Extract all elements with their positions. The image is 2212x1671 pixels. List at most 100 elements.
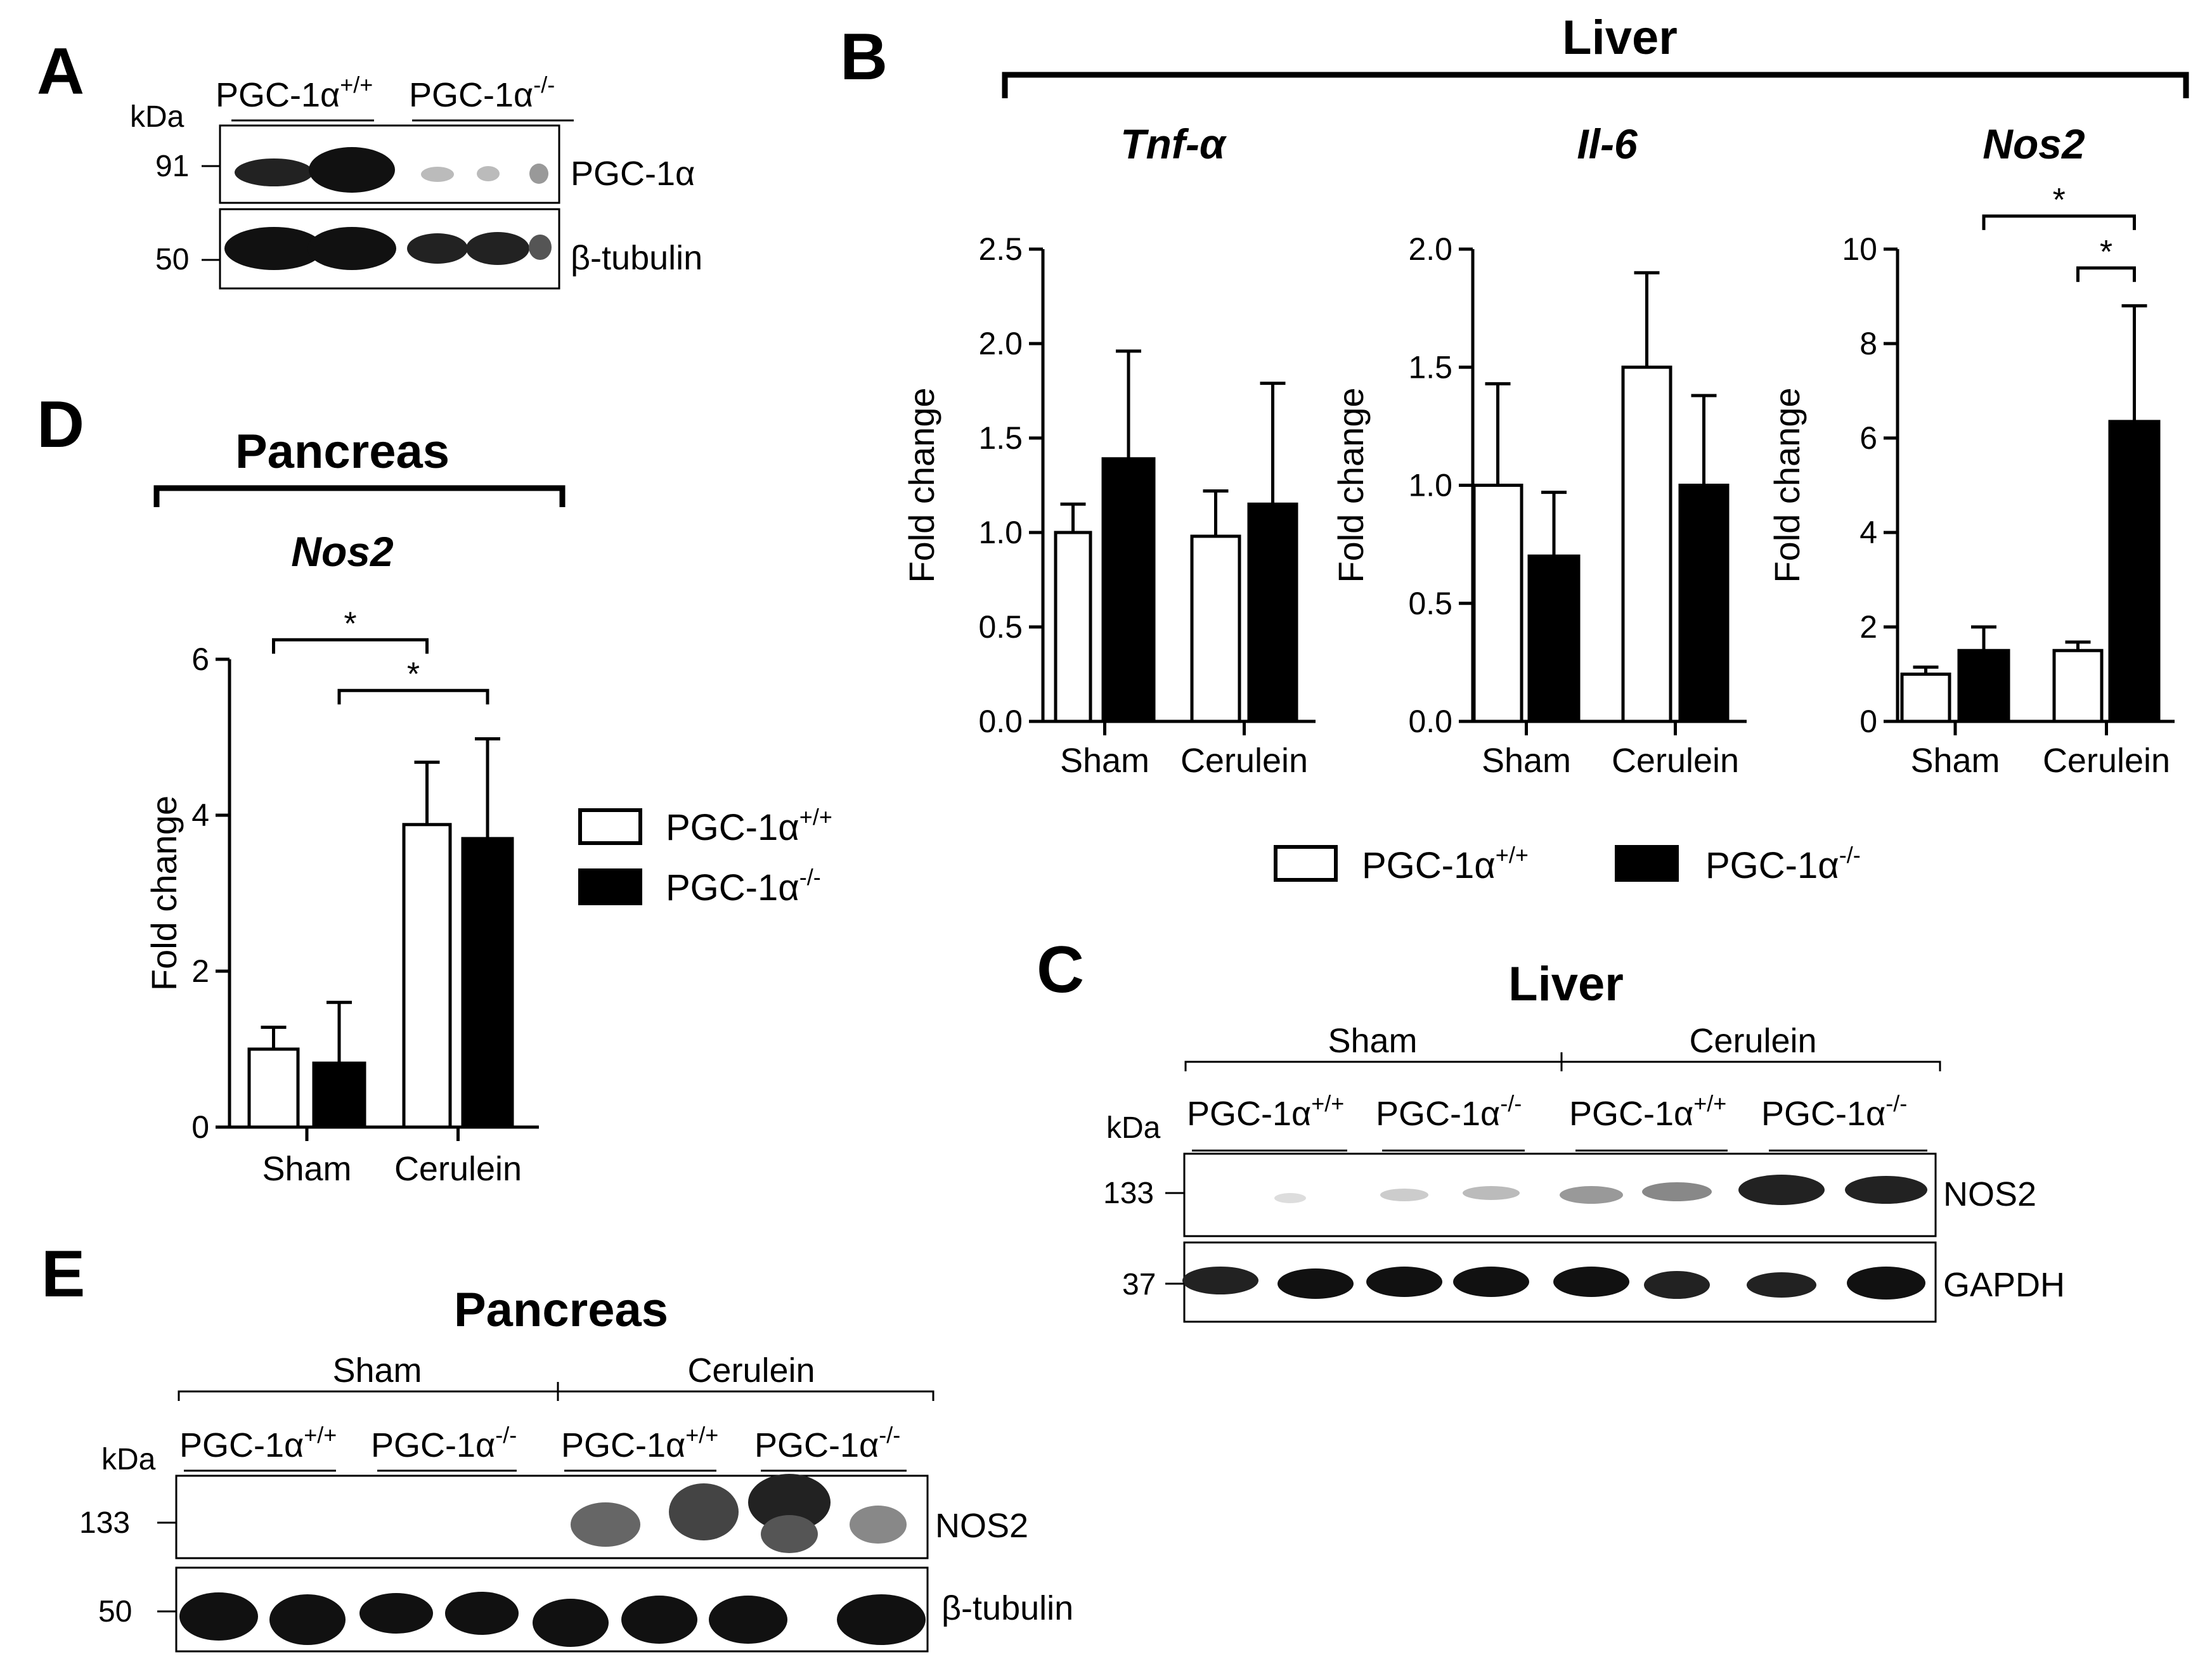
bar bbox=[1621, 365, 1672, 723]
kda-tick-c-0: 133 bbox=[1103, 1177, 1154, 1210]
chart-b-nos2: Nos2 0 2 4 6 8 10 Fold change Sham Cerulein * * bbox=[1767, 120, 2175, 780]
blot-e-nos2-bands bbox=[571, 1474, 907, 1553]
bar bbox=[402, 823, 452, 1129]
kda-tick-a-0: 91 bbox=[155, 150, 189, 183]
y-tick-label: 2.5 bbox=[978, 231, 1023, 267]
bar bbox=[2052, 648, 2104, 723]
bar bbox=[1527, 554, 1581, 723]
legend-d-wt-label: PGC-1α+/+ bbox=[666, 804, 832, 848]
bar bbox=[247, 1047, 300, 1129]
y-tick-label: 6 bbox=[191, 642, 209, 677]
bar bbox=[312, 1061, 366, 1129]
y-tick-label: 10 bbox=[1842, 231, 1877, 267]
panel-letter-a: A bbox=[37, 35, 84, 108]
x-tick-label: Sham bbox=[1910, 742, 2000, 780]
significance-bracket bbox=[337, 688, 489, 705]
y-tick-label: 1.0 bbox=[978, 515, 1023, 550]
chart-b-il6: Il-6 0.0 0.5 1.0 1.5 2.0 Fold change Sham Cerule… bbox=[1331, 120, 1747, 780]
panel-letter-d: D bbox=[37, 388, 84, 461]
legend-b-wt-swatch bbox=[1274, 845, 1338, 882]
y-tick-label: 8 bbox=[1860, 326, 1877, 361]
genotype-wt-a: PGC-1α+/+ bbox=[216, 72, 373, 114]
y-tick-label: 0.0 bbox=[1408, 704, 1452, 739]
kda-tick-c-1: 37 bbox=[1122, 1268, 1156, 1301]
genotype-e-1: PGC-1α-/- bbox=[371, 1422, 517, 1464]
legend-b: PGC-1α+/+ PGC-1α-/- bbox=[1274, 842, 1861, 886]
y-tick-label: 0.0 bbox=[978, 704, 1023, 739]
bar bbox=[2108, 420, 2161, 723]
band-label-e-0: NOS2 bbox=[935, 1507, 1028, 1545]
band-label-a-0: PGC-1α bbox=[571, 155, 695, 193]
y-tick-label: 2.0 bbox=[1408, 231, 1452, 267]
genotype-c-2: PGC-1α+/+ bbox=[1569, 1090, 1726, 1133]
kda-label-a: kDa bbox=[130, 100, 184, 134]
genotype-ko-a: PGC-1α-/- bbox=[409, 72, 555, 114]
bar bbox=[461, 837, 514, 1129]
blot-a-pgc-bands bbox=[235, 147, 548, 193]
bar bbox=[1678, 484, 1730, 723]
x-tick-label: Sham bbox=[1060, 742, 1149, 780]
x-tick-label: Cerulein bbox=[1180, 742, 1308, 780]
legend-b-ko-swatch bbox=[1615, 845, 1679, 882]
significance-label: * bbox=[344, 605, 356, 642]
y-tick-label: 2 bbox=[191, 953, 209, 989]
x-tick-label: Sham bbox=[262, 1150, 351, 1188]
legend-d-wt-swatch bbox=[578, 808, 642, 845]
y-tick-label: 1.0 bbox=[1408, 468, 1452, 503]
genotype-e-2: PGC-1α+/+ bbox=[561, 1422, 718, 1464]
band-label-c-0: NOS2 bbox=[1943, 1175, 2036, 1213]
blot-a-tubulin bbox=[219, 208, 560, 290]
title-bracket-d bbox=[153, 485, 566, 507]
blot-e-tubulin bbox=[175, 1566, 929, 1653]
significance-label: * bbox=[2053, 182, 2066, 219]
bar bbox=[1247, 502, 1298, 723]
y-tick-label: 6 bbox=[1860, 420, 1877, 456]
blot-c-nos2-bands bbox=[1274, 1175, 1927, 1205]
legend-d-ko-label: PGC-1α-/- bbox=[666, 864, 821, 908]
x-tick-label: Sham bbox=[1482, 742, 1571, 780]
blot-a-pgc bbox=[219, 124, 560, 204]
genotype-e-0: PGC-1α+/+ bbox=[179, 1422, 337, 1464]
kda-tick-e-1: 50 bbox=[98, 1595, 132, 1629]
y-tick-label: 2.0 bbox=[978, 326, 1023, 361]
significance-label: * bbox=[407, 656, 420, 693]
title-b: Liver bbox=[1562, 11, 1678, 65]
genotype-e-3: PGC-1α-/- bbox=[754, 1422, 900, 1464]
bar bbox=[1900, 673, 1951, 723]
blot-e-nos2 bbox=[175, 1474, 929, 1559]
genotype-c-1: PGC-1α-/- bbox=[1376, 1090, 1522, 1133]
significance-bracket bbox=[272, 638, 429, 654]
chart-title: Nos2 bbox=[291, 528, 394, 575]
y-tick-label: 0 bbox=[1860, 704, 1877, 739]
band-label-a-1: β-tubulin bbox=[571, 239, 702, 277]
x-tick-label: Cerulein bbox=[2043, 742, 2170, 780]
y-tick-label: 4 bbox=[1860, 515, 1877, 550]
band-label-e-1: β-tubulin bbox=[941, 1589, 1073, 1627]
y-tick-label: 0.5 bbox=[978, 609, 1023, 645]
title-c: Liver bbox=[1508, 957, 1624, 1011]
bar bbox=[1472, 484, 1523, 723]
significance-bracket bbox=[1982, 214, 2136, 230]
bar bbox=[1101, 457, 1156, 723]
significance-label: * bbox=[2100, 234, 2112, 271]
blot-c-gapdh-bands bbox=[1182, 1267, 1925, 1300]
genotype-c-0: PGC-1α+/+ bbox=[1187, 1090, 1344, 1133]
title-d: Pancreas bbox=[235, 425, 450, 479]
blot-a-tubulin-bands bbox=[224, 227, 552, 270]
bar bbox=[1190, 534, 1241, 723]
y-axis-title: Fold change bbox=[1767, 387, 1807, 583]
significance-bracket bbox=[2076, 266, 2136, 282]
blot-e-tubulin-bands bbox=[179, 1592, 926, 1647]
title-bracket-b bbox=[1002, 72, 2189, 98]
y-tick-label: 0 bbox=[191, 1109, 209, 1145]
y-tick-label: 1.5 bbox=[978, 420, 1023, 456]
group-e-sham: Sham bbox=[332, 1352, 422, 1390]
blot-c-nos2 bbox=[1183, 1152, 1937, 1237]
chart-b-tnf: Tnf-α 0.0 0.5 1.0 1.5 2.0 2.5 Fold change Sham Ce… bbox=[902, 120, 1316, 780]
chart-title: Tnf-α bbox=[1120, 120, 1227, 167]
y-tick-label: 4 bbox=[191, 797, 209, 833]
group-e-cerulein: Cerulein bbox=[687, 1352, 815, 1390]
legend-d: PGC-1α+/+ PGC-1α-/- bbox=[578, 804, 832, 908]
bar bbox=[1957, 648, 2010, 723]
